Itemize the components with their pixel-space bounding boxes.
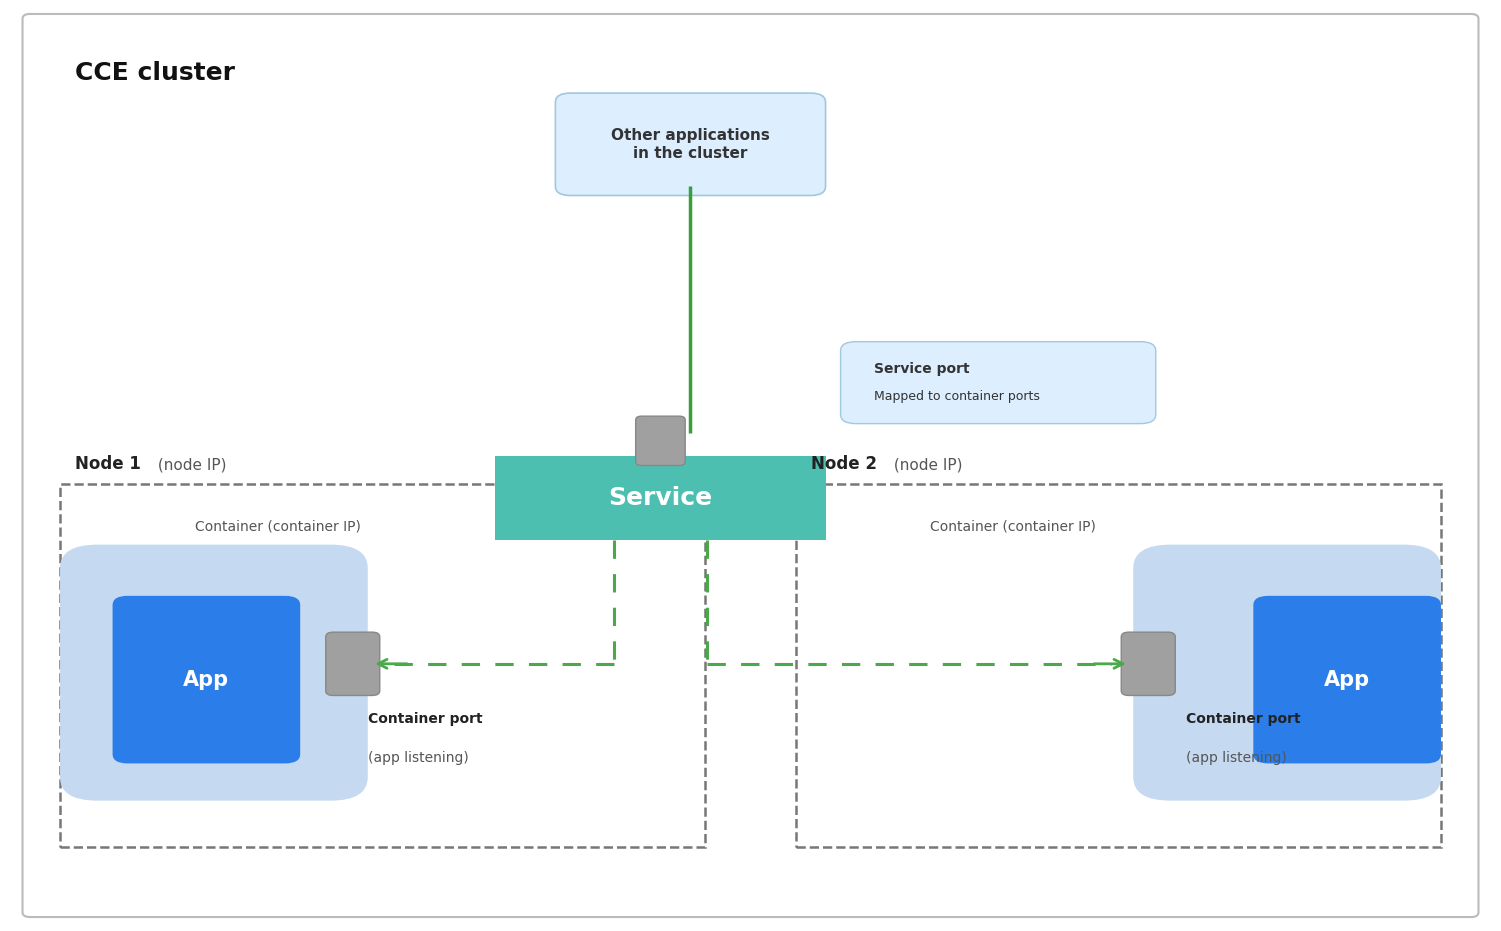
FancyBboxPatch shape (841, 342, 1156, 424)
Text: Container port: Container port (1186, 712, 1300, 726)
FancyBboxPatch shape (60, 484, 705, 847)
FancyBboxPatch shape (1121, 632, 1175, 695)
Text: Other applications
in the cluster: Other applications in the cluster (611, 128, 770, 160)
Text: (node IP): (node IP) (153, 458, 227, 473)
Text: CCE cluster: CCE cluster (75, 61, 236, 85)
FancyBboxPatch shape (495, 456, 826, 540)
FancyBboxPatch shape (796, 484, 1441, 847)
Text: Node 2: Node 2 (811, 455, 877, 473)
Text: Container (container IP): Container (container IP) (195, 519, 360, 533)
FancyBboxPatch shape (326, 632, 380, 695)
Text: Container (container IP): Container (container IP) (931, 519, 1096, 533)
FancyBboxPatch shape (1253, 596, 1441, 763)
Text: Node 1: Node 1 (75, 455, 141, 473)
Text: (node IP): (node IP) (889, 458, 962, 473)
Text: (app listening): (app listening) (368, 751, 468, 765)
FancyBboxPatch shape (23, 14, 1478, 917)
Text: Service port: Service port (874, 362, 970, 376)
Text: Mapped to container ports: Mapped to container ports (874, 390, 1040, 403)
Text: App: App (1324, 669, 1370, 690)
Text: (app listening): (app listening) (1186, 751, 1286, 765)
Text: Service: Service (608, 486, 713, 510)
FancyBboxPatch shape (113, 596, 300, 763)
Text: App: App (183, 669, 230, 690)
FancyBboxPatch shape (636, 416, 684, 466)
FancyBboxPatch shape (555, 93, 826, 196)
FancyBboxPatch shape (60, 545, 368, 801)
FancyBboxPatch shape (1133, 545, 1441, 801)
Text: Container port: Container port (368, 712, 482, 726)
